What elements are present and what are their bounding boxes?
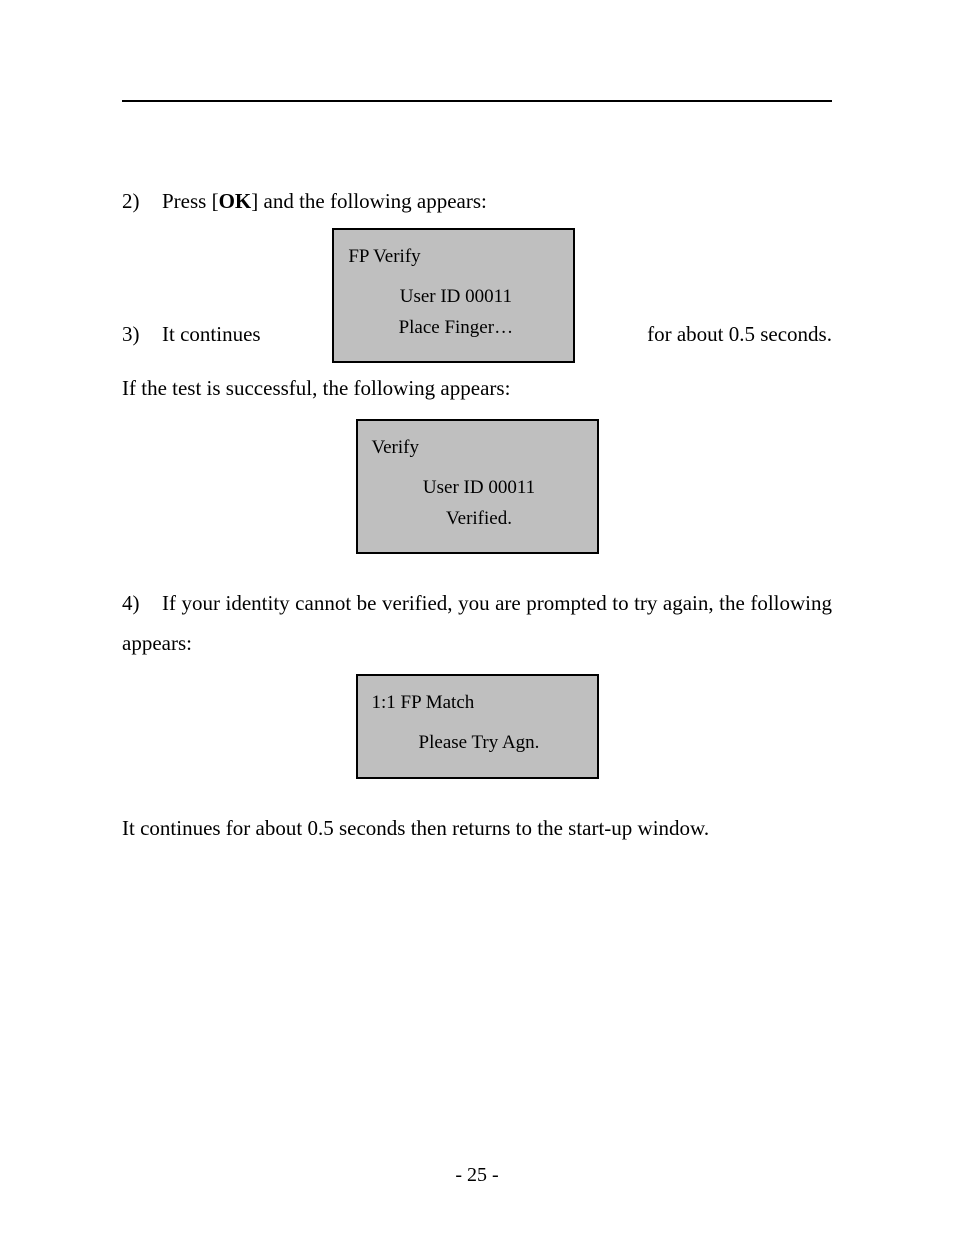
step-4-text: If your identity cannot be verified, you… <box>122 591 832 655</box>
screen2-row: Verify User ID 00011 Verified. <box>122 419 832 554</box>
step-3-number: 3) <box>122 315 162 355</box>
screen1-line2: Place Finger… <box>348 313 563 343</box>
step-3-left-text: It continues <box>162 322 261 346</box>
screen1-line1: User ID 00011 <box>348 282 563 312</box>
screen-fp-match: 1:1 FP Match Please Try Agn. <box>356 674 599 779</box>
screen2-line1: User ID 00011 <box>372 473 587 503</box>
screen2-title: Verify <box>372 433 587 463</box>
step-3-inline-row: 3)It continues FP Verify User ID 00011 P… <box>122 228 832 363</box>
screen-verify: Verify User ID 00011 Verified. <box>356 419 599 554</box>
closing-paragraph: It continues for about 0.5 seconds then … <box>122 809 832 849</box>
step-2-line: 2)Press [OK] and the following appears: <box>122 182 832 222</box>
screen3-row: 1:1 FP Match Please Try Agn. <box>122 674 832 779</box>
screen1-title: FP Verify <box>348 242 563 272</box>
step-3-continuation: If the test is successful, the following… <box>122 369 832 409</box>
screen2-line2: Verified. <box>372 504 587 534</box>
screen-fp-verify: FP Verify User ID 00011 Place Finger… <box>332 228 575 363</box>
page: 2)Press [OK] and the following appears: … <box>0 0 954 1235</box>
page-number: - 25 - <box>0 1164 954 1187</box>
screen3-body: Please Try Agn. <box>372 718 587 758</box>
step-3-right-text: for about 0.5 seconds. <box>647 315 832 363</box>
header-rule <box>122 100 832 102</box>
screen1-body: User ID 00011 Place Finger… <box>348 272 563 343</box>
screen3-title: 1:1 FP Match <box>372 688 587 718</box>
step-2-number: 2) <box>122 182 162 222</box>
ok-key-label: OK <box>219 189 252 213</box>
screen3-line1: Please Try Agn. <box>372 728 587 758</box>
step-2-text-after: ] and the following appears: <box>251 189 487 213</box>
body: 2)Press [OK] and the following appears: … <box>122 182 832 849</box>
screen2-body: User ID 00011 Verified. <box>372 463 587 534</box>
step-4-number: 4) <box>122 584 162 624</box>
step-4-line: 4)If your identity cannot be verified, y… <box>122 584 832 664</box>
step-2-text-before: Press [ <box>162 189 219 213</box>
step-3-left: 3)It continues <box>122 315 261 363</box>
